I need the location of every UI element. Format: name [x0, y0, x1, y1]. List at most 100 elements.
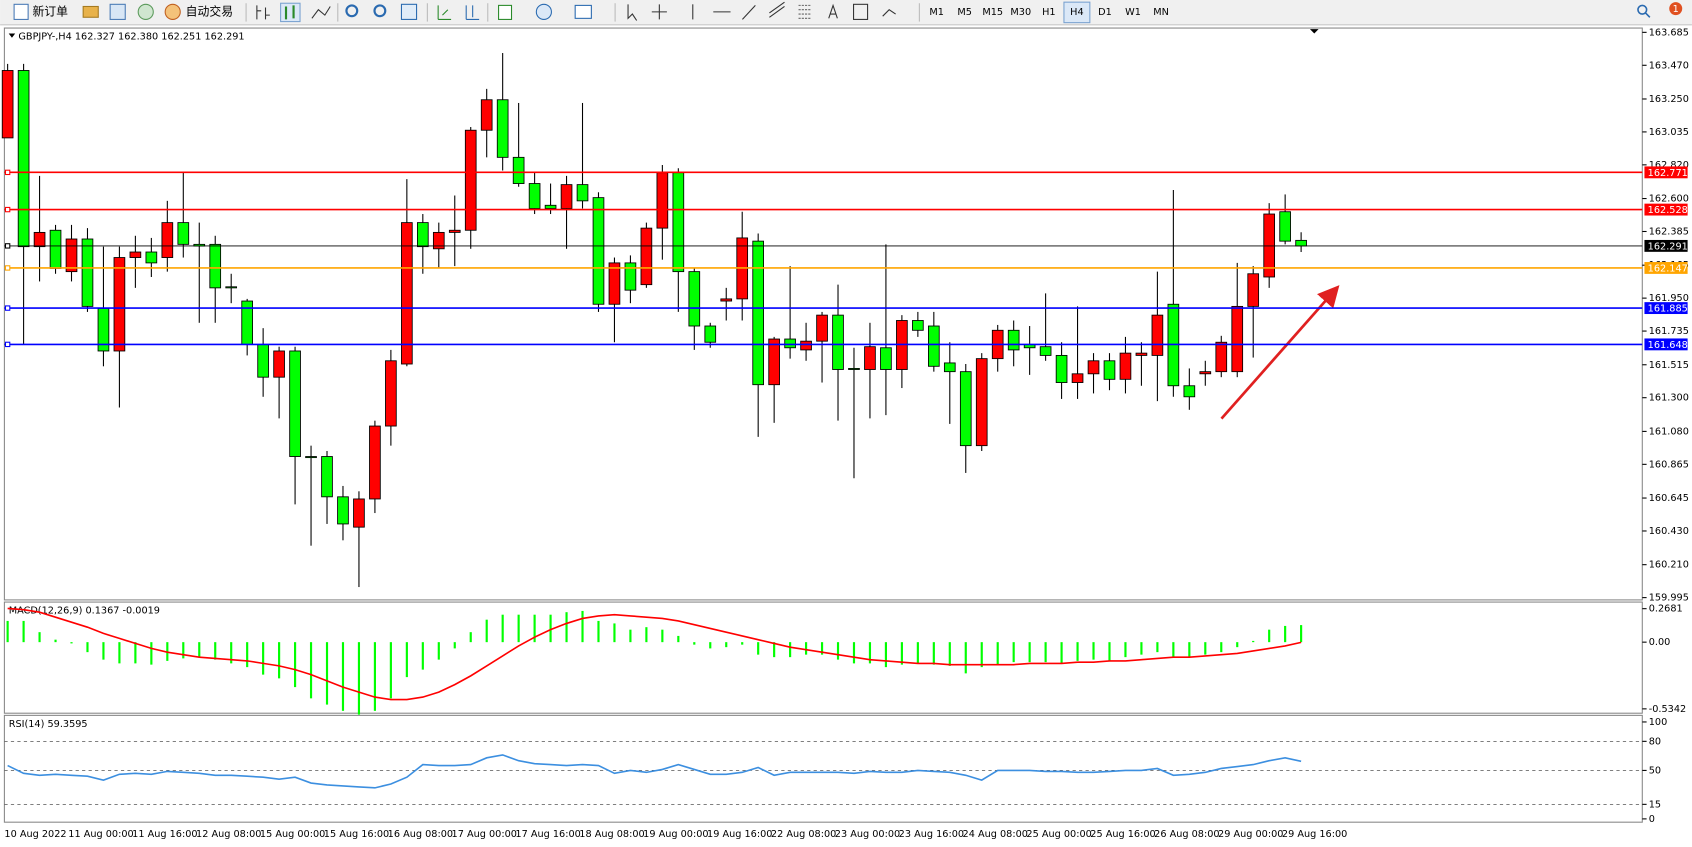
candle-body	[1295, 239, 1307, 247]
crosshair-icon[interactable]	[651, 4, 667, 20]
macd-panel	[3, 601, 1643, 714]
price-level-box	[1644, 166, 1688, 179]
x-tick-label: 29 Aug 16:00	[1282, 829, 1347, 840]
candle-body	[512, 156, 525, 184]
macd-bar	[868, 642, 872, 664]
tile-icon[interactable]	[400, 3, 418, 20]
macd-bar	[757, 642, 760, 655]
y-tick-label: -0.5342	[1649, 704, 1686, 715]
new-order-icon[interactable]	[13, 3, 29, 20]
price-level-handle	[4, 305, 11, 311]
candle-body	[912, 320, 924, 331]
macd-bar	[549, 614, 552, 643]
price-level-label: 161.885	[1648, 304, 1688, 315]
shift-icon[interactable]	[465, 5, 480, 20]
label-icon[interactable]	[853, 3, 869, 20]
macd-bar	[1156, 642, 1159, 653]
candle-body	[848, 368, 860, 370]
candle-body	[369, 425, 381, 500]
search-icon[interactable]	[1637, 4, 1648, 15]
candle-body	[161, 222, 174, 258]
macd-bar	[278, 642, 281, 679]
y-tick-label: 100	[1649, 717, 1668, 728]
zoom-out-icon[interactable]	[373, 4, 387, 18]
candle-body	[544, 204, 557, 209]
candle-body	[337, 496, 349, 525]
text-icon[interactable]	[828, 3, 838, 19]
auto-trading-button[interactable]: 自动交易	[186, 4, 233, 18]
timeframe-button[interactable]: H1	[1042, 7, 1055, 18]
macd-bar	[804, 642, 808, 655]
macd-bar	[70, 642, 73, 644]
macd-bar	[613, 623, 616, 643]
timeframe-button[interactable]: M30	[1010, 7, 1031, 18]
y-tick-label: 159.995	[1649, 593, 1689, 604]
macd-bar	[246, 642, 249, 668]
macd-bar	[293, 642, 297, 688]
toolbar	[0, 0, 1692, 26]
timeframe-button[interactable]: M15	[982, 7, 1003, 18]
candle-body	[305, 456, 317, 459]
y-tick-label: 161.735	[1649, 326, 1689, 337]
zoom-in-icon[interactable]	[345, 4, 359, 18]
timeframe-button[interactable]: H4	[1070, 7, 1083, 18]
macd-bar	[325, 642, 329, 705]
candle-body	[864, 346, 876, 370]
price-level-box	[1644, 239, 1688, 252]
candle-body	[943, 362, 956, 373]
macd-bar	[469, 632, 472, 643]
macd-bar	[1028, 642, 1031, 663]
candle-body	[113, 257, 126, 352]
bar-chart-icon[interactable]	[256, 5, 270, 20]
autoscroll-icon[interactable]	[437, 5, 452, 20]
candle-body	[401, 222, 413, 365]
indicator-icon[interactable]	[498, 4, 513, 20]
y-tick-label: 163.035	[1649, 127, 1689, 138]
macd-bar	[453, 642, 456, 649]
annotation-arrow	[1220, 285, 1340, 420]
cursor-icon[interactable]	[627, 4, 638, 21]
candle-body	[832, 314, 844, 370]
fibo-icon[interactable]	[798, 4, 812, 19]
candle-body	[321, 456, 333, 498]
notification-badge[interactable]	[1669, 2, 1683, 16]
y-tick-label: 0	[1649, 814, 1655, 825]
channel-icon[interactable]	[769, 1, 785, 18]
timeframe-button[interactable]: W1	[1125, 7, 1141, 18]
tool-icon[interactable]	[82, 5, 99, 18]
macd-bar	[262, 642, 265, 675]
x-tick-label: 19 Aug 16:00	[707, 829, 772, 840]
candle-icon[interactable]	[280, 2, 301, 23]
macd-bar	[6, 620, 9, 643]
y-tick-label: 0.2681	[1649, 604, 1683, 615]
candle-body	[784, 338, 796, 349]
x-tick-label: 24 Aug 08:00	[963, 829, 1028, 840]
macd-bar	[964, 642, 967, 674]
timeframe-button[interactable]: M5	[957, 7, 972, 18]
y-tick-label: 15	[1649, 799, 1661, 810]
line-chart-icon[interactable]	[311, 6, 331, 19]
timeframe-button[interactable]: D1	[1098, 7, 1112, 18]
timeframe-button[interactable]: MN	[1153, 7, 1169, 18]
price-level-handle	[4, 265, 11, 271]
macd-signal	[7, 607, 1302, 701]
new-order-button[interactable]: 新订单	[32, 4, 68, 18]
timeframe-button[interactable]: M1	[929, 7, 944, 18]
tool-icon[interactable]	[137, 3, 154, 20]
macd-bar	[645, 627, 648, 643]
period-icon[interactable]	[535, 3, 552, 20]
template-icon[interactable]	[574, 4, 592, 19]
candle-body	[576, 184, 589, 202]
macd-bar	[916, 642, 919, 664]
candle-body	[65, 238, 78, 273]
shapes-icon[interactable]	[882, 9, 896, 17]
y-tick-label: 162.385	[1649, 226, 1689, 237]
tool-icon[interactable]	[109, 3, 126, 20]
trendline-icon[interactable]	[742, 5, 756, 20]
macd-bar	[1252, 640, 1255, 643]
auto-trading-icon[interactable]	[164, 3, 181, 20]
price-level-box	[1644, 203, 1688, 216]
macd-bar	[725, 642, 728, 648]
x-tick-label: 26 Aug 08:00	[1154, 829, 1219, 840]
price-level-box	[1644, 302, 1688, 315]
